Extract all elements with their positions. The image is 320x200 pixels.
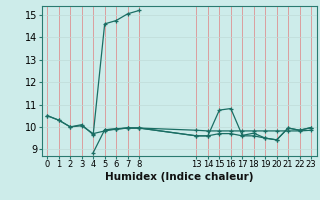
X-axis label: Humidex (Indice chaleur): Humidex (Indice chaleur) [105, 172, 253, 182]
